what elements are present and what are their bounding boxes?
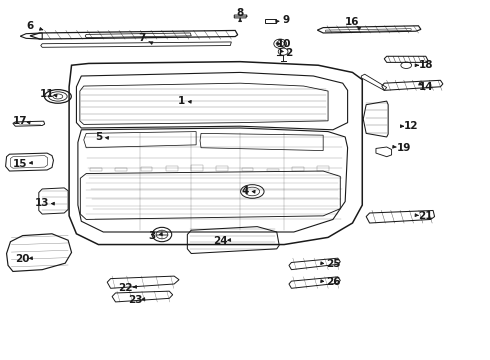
Bar: [292, 167, 304, 171]
Text: 4: 4: [241, 186, 249, 196]
Text: 14: 14: [418, 82, 433, 92]
Text: 15: 15: [13, 159, 27, 169]
Text: 19: 19: [396, 143, 411, 153]
Bar: [267, 168, 278, 171]
Text: 12: 12: [404, 121, 418, 131]
Text: 16: 16: [345, 17, 360, 27]
Bar: [318, 166, 329, 171]
Bar: [242, 168, 253, 171]
Text: 2: 2: [285, 48, 293, 58]
Text: 1: 1: [178, 96, 185, 106]
Bar: [115, 168, 127, 171]
Text: 9: 9: [283, 15, 290, 26]
Text: 11: 11: [40, 89, 54, 99]
Text: 21: 21: [418, 211, 433, 221]
Text: 5: 5: [95, 132, 102, 142]
Text: 18: 18: [418, 60, 433, 70]
Text: 7: 7: [139, 33, 146, 43]
Text: 3: 3: [148, 231, 156, 240]
Text: 23: 23: [128, 295, 142, 305]
Text: 22: 22: [118, 283, 132, 293]
Text: 10: 10: [277, 39, 292, 49]
Text: 20: 20: [15, 254, 30, 264]
Text: 26: 26: [326, 277, 340, 287]
Text: 6: 6: [26, 21, 34, 31]
Bar: [166, 166, 177, 171]
Text: 24: 24: [213, 236, 228, 246]
Text: 13: 13: [35, 198, 49, 208]
Text: 17: 17: [13, 116, 27, 126]
Bar: [191, 165, 203, 171]
Bar: [141, 167, 152, 171]
Text: 8: 8: [237, 8, 244, 18]
Text: 25: 25: [326, 259, 340, 269]
Bar: [90, 168, 102, 171]
Bar: [216, 166, 228, 171]
